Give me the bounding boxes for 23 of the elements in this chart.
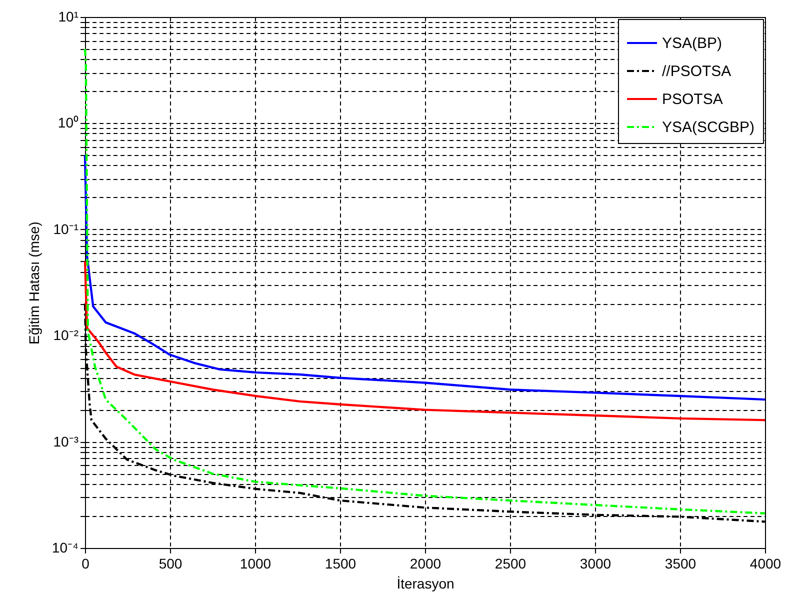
x-tick-label: 3500	[664, 556, 696, 572]
x-tick-label: 2500	[494, 556, 526, 572]
y-tick-label: 10⁰	[58, 114, 78, 131]
y-axis-title: Eğitim Hatası (mse)	[26, 222, 42, 344]
y-tick-label: 10⁻⁴	[52, 540, 78, 556]
x-tick-label: 1500	[324, 556, 356, 572]
x-tick-label: 3000	[580, 556, 612, 572]
y-tick-label: 10¹	[58, 8, 79, 24]
legend-label: PSOTSA	[662, 91, 723, 108]
x-tick-label: 2000	[410, 556, 442, 572]
y-tick-label: 10⁻³	[53, 433, 79, 450]
x-tick-label: 500	[158, 556, 182, 572]
line-series	[84, 154, 766, 401]
x-axis-title: İterasyon	[396, 576, 454, 592]
legend-label: YSA(SCGBP)	[662, 119, 755, 136]
y-tick-label: 10⁻²	[53, 327, 79, 344]
x-tick-label: 0	[82, 556, 90, 572]
y-tick-label: 10⁻¹	[53, 220, 79, 237]
line-series	[84, 260, 766, 422]
legend-label: YSA(BP)	[662, 35, 722, 52]
legend-label: //PSOTSA	[662, 63, 732, 80]
x-tick-label: 1000	[240, 556, 272, 572]
x-tick-label: 4000	[750, 556, 782, 572]
